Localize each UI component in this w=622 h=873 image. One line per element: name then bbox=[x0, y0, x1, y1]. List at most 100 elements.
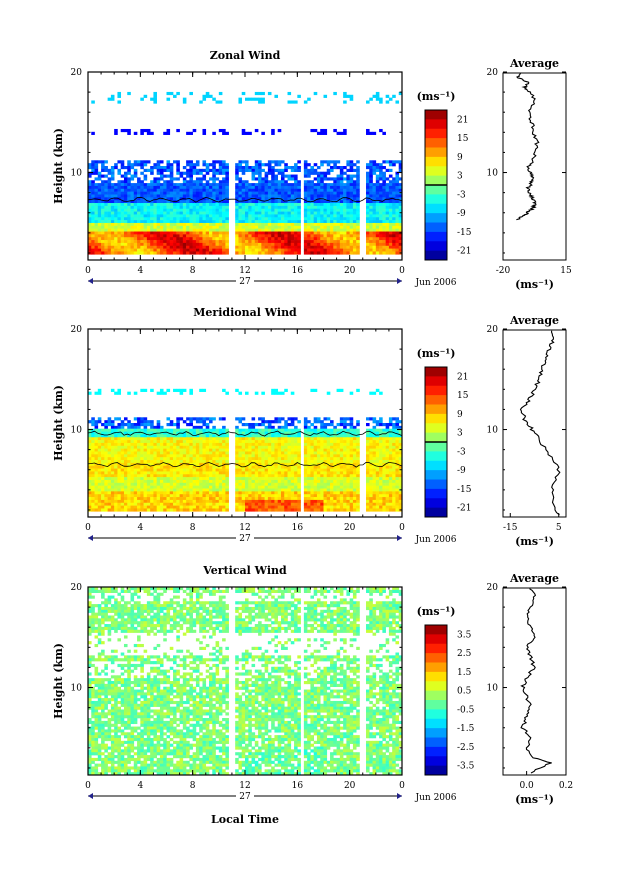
heatmap-cell bbox=[267, 91, 272, 96]
heatmap-cell bbox=[123, 460, 128, 464]
heatmap-cell bbox=[241, 479, 246, 484]
heatmap-cell bbox=[379, 217, 383, 221]
heatmap-cell bbox=[192, 168, 197, 172]
heatmap-cell bbox=[166, 440, 171, 444]
heatmap-cell bbox=[225, 440, 229, 444]
heatmap-cell bbox=[159, 168, 164, 172]
heatmap-cell bbox=[258, 508, 262, 512]
heatmap-cell bbox=[346, 217, 350, 221]
heatmap-cell bbox=[91, 445, 95, 449]
heatmap-cell bbox=[97, 417, 102, 421]
heatmap-cell bbox=[186, 471, 190, 475]
heatmap-cell bbox=[163, 242, 167, 247]
heatmap-cell bbox=[199, 465, 203, 469]
heatmap-cell bbox=[186, 497, 190, 501]
heatmap-cell bbox=[186, 237, 190, 241]
heatmap-cell bbox=[254, 225, 259, 229]
heatmap-cell bbox=[130, 479, 135, 484]
heatmap-cell bbox=[212, 166, 216, 170]
heatmap-cell bbox=[176, 194, 180, 198]
heatmap-cell bbox=[156, 428, 161, 432]
heatmap-cell bbox=[241, 91, 246, 96]
heatmap-cell bbox=[254, 231, 259, 235]
heatmap-cell bbox=[284, 237, 288, 241]
heatmap-cell bbox=[97, 474, 102, 478]
heatmap-cell bbox=[195, 163, 200, 167]
heatmap-cell bbox=[169, 465, 174, 469]
heatmap-cell bbox=[222, 434, 226, 438]
heatmap-cell bbox=[137, 505, 141, 509]
heatmap-cell bbox=[123, 231, 128, 235]
heatmap-cell bbox=[290, 205, 295, 210]
heatmap-cell bbox=[251, 442, 256, 447]
colorbar-swatch bbox=[425, 241, 447, 252]
heatmap-cell bbox=[251, 457, 256, 461]
heatmap-cell bbox=[104, 214, 108, 218]
heatmap-cell bbox=[110, 168, 115, 172]
heatmap-cell bbox=[153, 465, 157, 469]
heatmap-cell bbox=[346, 188, 350, 192]
heatmap-cell bbox=[320, 205, 324, 210]
heatmap-cell bbox=[274, 163, 279, 167]
heatmap-cell bbox=[205, 448, 210, 452]
heatmap-cell bbox=[271, 468, 275, 472]
heatmap-cell bbox=[163, 485, 167, 489]
heatmap-cell bbox=[127, 228, 131, 232]
heatmap-cell bbox=[277, 448, 282, 452]
heatmap-cell bbox=[143, 160, 148, 164]
heatmap-cell bbox=[110, 482, 115, 486]
heatmap-cell bbox=[173, 428, 177, 432]
heatmap-cell bbox=[182, 460, 187, 464]
heatmap-cell bbox=[274, 174, 279, 178]
heatmap-cell bbox=[222, 185, 226, 190]
heatmap-cell bbox=[271, 177, 275, 181]
heatmap-cell bbox=[91, 462, 95, 467]
heatmap-cell bbox=[140, 211, 144, 215]
heatmap-cell bbox=[114, 505, 118, 509]
heatmap-cell bbox=[97, 225, 102, 229]
heatmap-cell bbox=[101, 442, 105, 447]
heatmap-cell bbox=[182, 211, 187, 215]
heatmap-cell bbox=[94, 442, 99, 447]
heatmap-cell bbox=[195, 214, 200, 218]
heatmap-cell bbox=[277, 425, 282, 429]
heatmap-cell bbox=[264, 494, 269, 498]
heatmap-cell bbox=[101, 437, 105, 441]
heatmap-cell bbox=[290, 477, 295, 481]
heatmap-cell bbox=[346, 211, 350, 215]
heatmap-cell bbox=[261, 505, 265, 509]
heatmap-cell bbox=[176, 128, 180, 133]
heatmap-cell bbox=[146, 423, 151, 427]
heatmap-cell bbox=[199, 485, 203, 489]
heatmap-cell bbox=[392, 203, 396, 207]
heatmap-cell bbox=[88, 200, 92, 204]
heatmap-cell bbox=[209, 442, 213, 447]
heatmap-cell bbox=[352, 222, 357, 227]
heatmap-cell bbox=[310, 185, 314, 190]
heatmap-cell bbox=[176, 183, 180, 187]
heatmap-cell bbox=[277, 428, 282, 432]
heatmap-cell bbox=[218, 188, 223, 192]
heatmap-cell bbox=[91, 499, 95, 504]
heatmap-cell bbox=[104, 200, 108, 204]
heatmap-cell bbox=[114, 485, 118, 489]
heatmap-cell bbox=[290, 417, 295, 421]
heatmap-cell bbox=[241, 188, 246, 192]
heatmap-cell bbox=[316, 211, 321, 215]
heatmap-cell bbox=[264, 460, 269, 464]
heatmap-cell bbox=[349, 225, 354, 229]
heatmap-cell bbox=[101, 200, 105, 204]
heatmap-cell bbox=[251, 188, 256, 192]
heatmap-cell bbox=[195, 420, 200, 424]
heatmap-cell bbox=[280, 440, 285, 444]
heatmap-cell bbox=[146, 203, 151, 207]
heatmap-cell bbox=[133, 474, 138, 478]
heatmap-cell bbox=[133, 499, 138, 504]
heatmap-cell bbox=[343, 203, 347, 207]
heatmap-cell bbox=[375, 222, 380, 227]
heatmap-cell bbox=[277, 471, 282, 475]
heatmap-cell bbox=[169, 188, 174, 192]
heatmap-cell bbox=[107, 482, 112, 486]
heatmap-cell bbox=[114, 508, 118, 512]
heatmap-cell bbox=[104, 183, 108, 187]
